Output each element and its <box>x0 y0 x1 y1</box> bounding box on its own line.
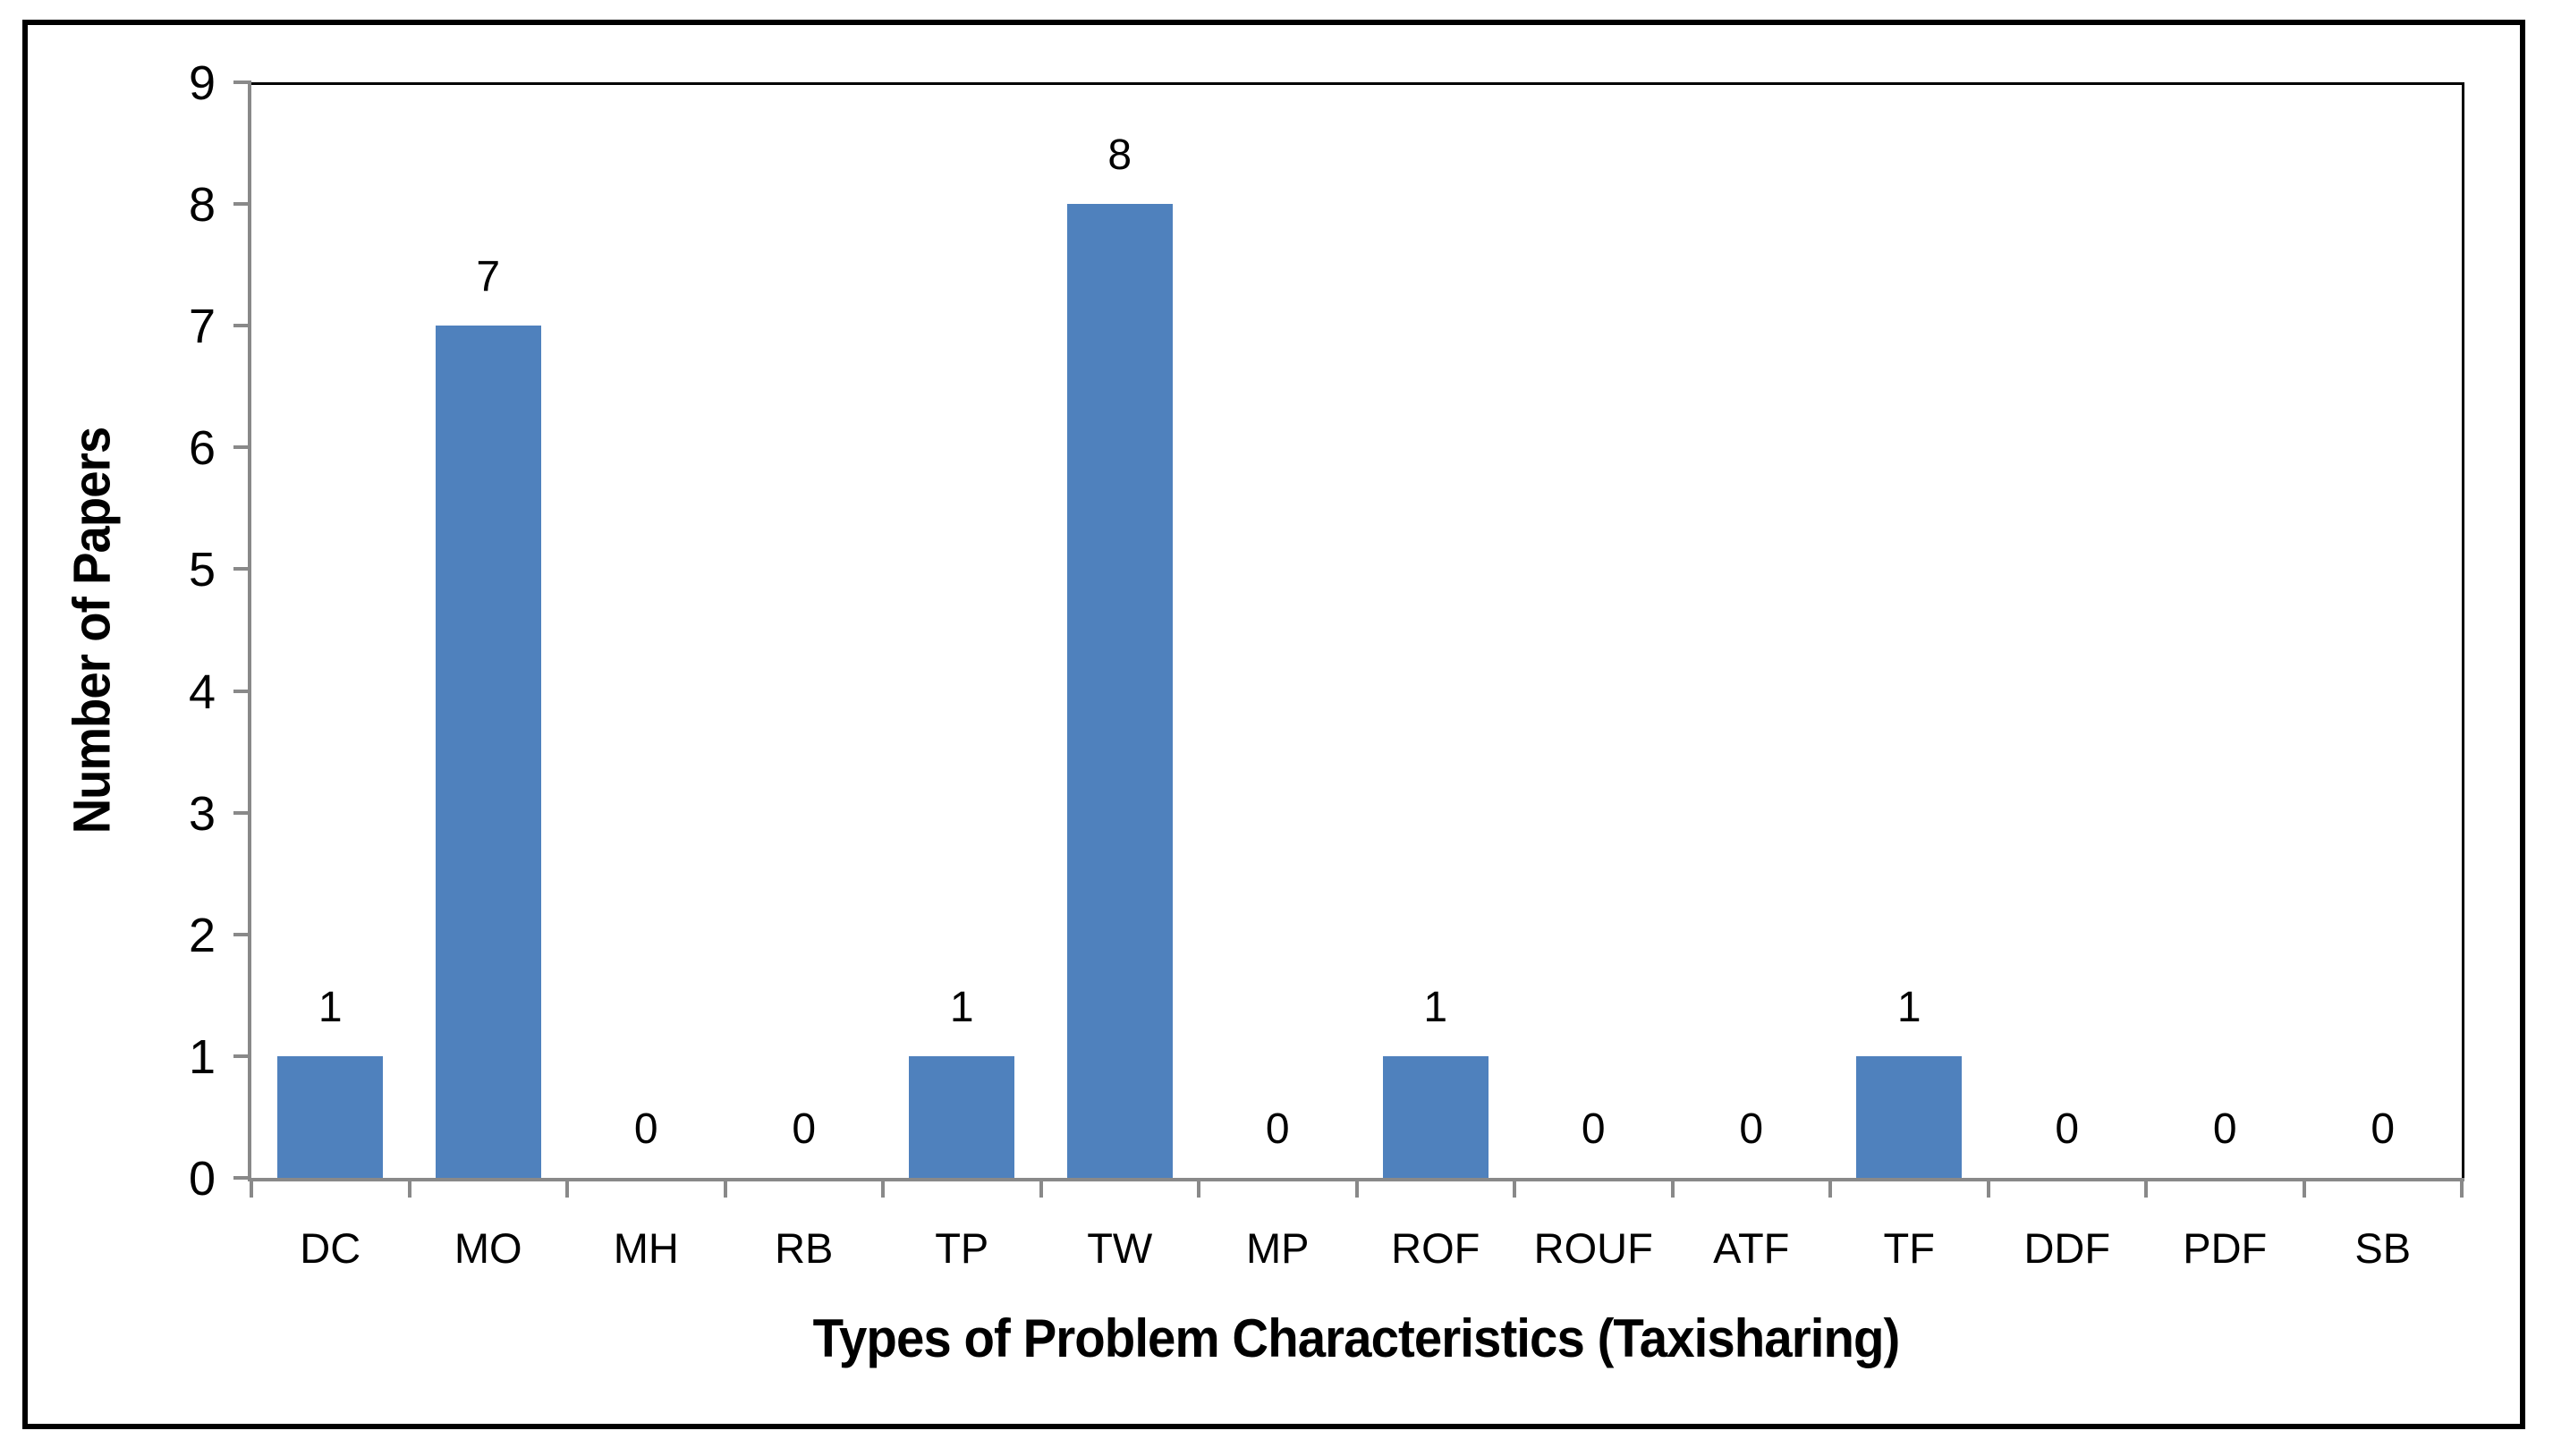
y-tick-label: 2 <box>188 908 216 962</box>
x-tick-mark <box>407 1178 411 1198</box>
x-category-label: DC <box>300 1224 361 1272</box>
x-category-label: TF <box>1883 1224 1935 1272</box>
x-category-label: TP <box>935 1224 989 1272</box>
x-category-label: PDF <box>2183 1224 2268 1272</box>
bar-value-label: 0 <box>1581 1105 1606 1153</box>
y-tick-mark <box>233 810 251 815</box>
bar-value-label: 1 <box>949 983 974 1031</box>
x-tick-mark <box>1670 1178 1675 1198</box>
y-axis-line <box>248 82 251 1181</box>
y-tick-label: 4 <box>188 665 216 719</box>
x-tick-mark <box>1828 1178 1832 1198</box>
y-tick-label: 6 <box>188 421 216 476</box>
bar-value-label: 0 <box>2371 1105 2396 1153</box>
y-tick-mark <box>233 567 251 571</box>
y-tick-label: 3 <box>188 786 216 841</box>
bar-value-label: 8 <box>1107 131 1132 180</box>
y-tick-label: 7 <box>188 300 216 354</box>
bar-value-label: 1 <box>1423 983 1448 1031</box>
x-tick-mark <box>2302 1178 2306 1198</box>
bar-rof <box>1382 1055 1489 1178</box>
y-tick-mark <box>233 932 251 936</box>
y-axis-title: Number of Papers <box>63 427 122 834</box>
y-tick-mark <box>233 80 251 84</box>
x-tick-mark <box>1039 1178 1043 1198</box>
x-category-label: MH <box>613 1224 679 1272</box>
x-tick-mark <box>881 1178 885 1198</box>
bar-mo <box>435 326 541 1178</box>
x-category-label: MP <box>1246 1224 1310 1272</box>
x-category-label: DDF <box>2023 1224 2111 1272</box>
x-category-label: RB <box>775 1224 834 1272</box>
x-tick-mark <box>1986 1178 1990 1198</box>
y-tick-mark <box>233 1054 251 1058</box>
plot-area <box>251 82 2464 1181</box>
x-category-label: TW <box>1087 1224 1153 1272</box>
x-tick-mark <box>1513 1178 1516 1198</box>
x-tick-mark <box>250 1178 253 1198</box>
y-tick-mark <box>233 689 251 693</box>
x-tick-mark <box>2144 1178 2148 1198</box>
y-tick-label: 9 <box>188 56 216 110</box>
y-tick-mark <box>233 324 251 328</box>
x-category-label: ATF <box>1713 1224 1790 1272</box>
y-tick-mark <box>233 445 251 450</box>
x-category-label: ROUF <box>1533 1224 1653 1272</box>
y-tick-label: 0 <box>188 1152 216 1206</box>
bar-value-label: 1 <box>318 983 343 1031</box>
y-tick-mark <box>233 202 251 207</box>
bar-value-label: 0 <box>2055 1105 2080 1153</box>
x-tick-mark <box>723 1178 727 1198</box>
bar-value-label: 0 <box>1739 1105 1764 1153</box>
bar-value-label: 7 <box>476 253 501 301</box>
x-category-label: SB <box>2354 1224 2412 1272</box>
bar-value-label: 0 <box>792 1105 817 1153</box>
x-tick-mark <box>2460 1178 2464 1198</box>
x-tick-mark <box>1197 1178 1200 1198</box>
y-tick-label: 1 <box>188 1029 216 1084</box>
x-tick-mark <box>1354 1178 1359 1198</box>
bar-value-label: 0 <box>1265 1105 1290 1153</box>
x-category-label: MO <box>454 1224 522 1272</box>
y-tick-label: 5 <box>188 543 216 597</box>
x-category-label: ROF <box>1391 1224 1480 1272</box>
bar-tp <box>909 1055 1015 1178</box>
bar-value-label: 0 <box>2212 1105 2237 1153</box>
bar-tw <box>1066 204 1173 1178</box>
bar-tf <box>1856 1055 1963 1178</box>
x-axis-title: Types of Problem Characteristics (Taxish… <box>812 1308 1901 1368</box>
bar-dc <box>277 1055 384 1178</box>
bar-value-label: 1 <box>1896 983 1921 1031</box>
bar-value-label: 0 <box>633 1105 658 1153</box>
y-tick-label: 8 <box>188 178 216 233</box>
x-tick-mark <box>565 1178 569 1198</box>
y-tick-mark <box>233 1176 251 1180</box>
